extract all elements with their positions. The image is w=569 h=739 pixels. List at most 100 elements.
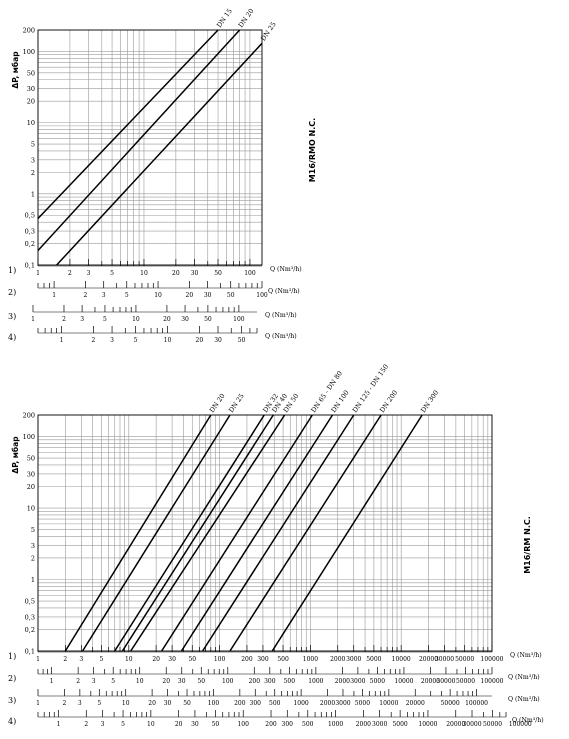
q-tick-label: 20 [196,337,204,344]
q-tick-label: 3 [78,700,82,707]
q-axis-row: 1 2 3 5 10 20 30 50 100 200 300 500 1000 2000 3000 5000… [8,645,542,663]
q-tick-label: 10 [147,721,155,728]
series-line [161,414,313,652]
q-unit-label: Q (Nm³/h) [512,717,544,724]
q-row-number: 2) [8,674,16,683]
series-label: DN 200 [378,389,399,414]
q-tick-label: 1000 [293,700,308,707]
series-label: DN 300 [419,389,440,414]
q-tick-label: 100000 [481,656,504,663]
q-tick-label: 200 [234,700,246,707]
q-row-number: 1) [8,266,16,275]
q-tick-label: 100 [222,678,234,685]
y-tick-label: 0,1 [25,648,35,656]
q-tick-label: 2 [83,292,87,299]
q-tick-label: 30 [164,700,172,707]
q-tick-label: 50000 [455,656,474,663]
q-tick-label: 3 [101,721,105,728]
q-tick-label: 1 [31,316,35,323]
q-tick-label: 1 [36,656,40,663]
q-tick-label: 2 [62,700,66,707]
q-tick-label: 20 [148,700,156,707]
q-tick-label: 20 [152,656,160,663]
series-line [37,29,219,220]
y-tick-label: 50 [27,69,35,77]
q-tick-label: 3 [110,337,114,344]
q-tick-label: 3000 [346,656,361,663]
q-tick-label: 500 [302,721,314,728]
y-tick-label: 10 [27,119,35,127]
q-axis-row: 1 2 3 5 10 20 30 50 4) Q (Nm³/h) [8,326,297,344]
q-unit-label: Q (Nm³/h) [508,674,540,681]
q-tick-label: 3 [102,292,106,299]
q-tick-label: 30 [214,337,222,344]
q-tick-label: 300 [257,656,269,663]
q-tick-label: 2 [62,316,66,323]
q-tick-label: 5 [125,292,129,299]
q-axis-row: 1 2 3 5 10 20 30 50 100 3) Q (Nm³/h) [8,305,297,323]
q-tick-label: 200 [249,678,261,685]
y-tick-label: 20 [27,98,35,106]
grid [37,414,493,652]
q-tick-label: 30000 [462,721,481,728]
q-row-number: 4) [8,333,16,342]
y-tick-label: 50 [27,455,35,463]
q-tick-label: 500 [277,656,289,663]
q-tick-label: 100000 [481,678,504,685]
y-tick-label: 10 [27,505,35,513]
q-tick-label: 20 [162,678,170,685]
chart-side-label: M16/RM N.C. [523,516,532,574]
plot-frame [37,29,263,266]
q-tick-label: 3 [87,270,91,277]
y-tick-label: 0,1 [25,262,35,270]
q-tick-label: 30 [191,721,199,728]
y-tick-label: 100 [23,48,35,56]
y-tick-label: 1 [31,190,35,198]
q-axis-row: 1 2 3 5 10 20 30 50 100 200 300 500 1000 2000 3000 5000… [8,710,544,728]
q-unit-label: Q (Nm³/h) [268,288,300,295]
series-label: DN 20 [208,392,227,414]
y-tick-label: 30 [27,85,35,93]
q-tick-label: 10 [136,678,144,685]
q-tick-label: 3 [79,656,83,663]
q-tick-label: 1 [36,700,40,707]
q-tick-label: 50000 [441,700,460,707]
q-tick-label: 100 [256,292,268,299]
q-tick-label: 2 [84,721,88,728]
y-tick-label: 5 [31,526,35,534]
q-row-number: 4) [8,717,16,726]
q-axis-row: 1 2 3 5 10 20 30 50 100 2) Q (Nm³/h) [8,281,300,299]
q-tick-label: 1000 [328,721,343,728]
q-unit-label: Q (Nm³/h) [270,266,302,273]
q-tick-label: 10 [132,316,140,323]
y-tick-label: 0,5 [25,212,35,220]
q-axis-row: 1 2 3 5 10 20 30 50 100 1) Q (Nm³/h) [8,259,302,277]
q-tick-label: 300 [250,700,262,707]
q-tick-label: 5 [97,700,101,707]
y-tick-label: 3 [31,156,35,164]
q-unit-label: Q (Nm³/h) [510,652,542,659]
series-label: DN 15 [215,7,234,29]
grid [37,29,262,266]
q-tick-label: 2000 [330,656,345,663]
q-tick-label: 100 [208,700,220,707]
y-tick-label: 2 [31,554,35,562]
q-tick-label: 5000 [355,700,370,707]
q-tick-label: 300 [264,678,276,685]
q-tick-label: 10 [140,270,148,277]
chart-1: 0,1 0,2 0,3 0,5 1 2 3 5 10 20 30 50 100 200 ΔP, мбар DN… [8,7,317,344]
q-row-number: 3) [8,696,16,705]
q-tick-label: 2 [63,656,67,663]
q-tick-label: 50 [227,292,235,299]
q-tick-label: 50 [214,270,222,277]
q-tick-label: 1 [57,721,61,728]
q-tick-label: 50 [197,678,205,685]
q-tick-label: 1 [36,270,40,277]
q-tick-label: 50000 [483,721,502,728]
y-tick-label: 3 [31,542,35,550]
q-tick-label: 30 [178,678,186,685]
q-tick-label: 30 [181,316,189,323]
q-tick-label: 1 [60,337,64,344]
y-tick-label: 0,2 [25,626,35,634]
